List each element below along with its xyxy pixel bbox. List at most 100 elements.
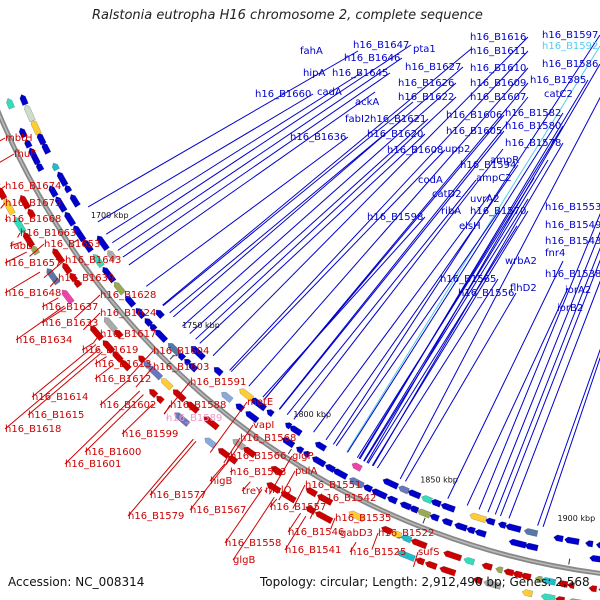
gene-tracks [0, 94, 600, 600]
gene-label-plus: h16_B1653 [44, 239, 100, 250]
gene-feature [113, 282, 126, 296]
gene-label-minus-leader [97, 93, 314, 223]
gene-feature [52, 162, 60, 172]
gene-label-plus-leader [339, 532, 342, 535]
gene-label-minus-leader [87, 50, 359, 208]
gene-feature [120, 360, 132, 372]
gene-label-plus: fhuF [14, 149, 36, 160]
gene-label-plus-leader [64, 390, 140, 465]
gene-feature [144, 318, 154, 327]
gene-feature [213, 367, 224, 377]
gene-label-plus-leader [0, 185, 6, 191]
gene-feature [595, 541, 600, 549]
gene-label-plus-leader [269, 498, 278, 508]
gene-feature [443, 550, 463, 562]
gene-feature [505, 523, 522, 533]
gene-label-minus-leader [189, 118, 429, 335]
gene-label-minus: fnr4 [545, 248, 565, 259]
gene-feature [82, 239, 94, 253]
gene-feature [282, 437, 296, 449]
gene-feature [52, 248, 65, 264]
gene-label-plus: higB [210, 476, 232, 487]
gene-label-plus: h16_B1601 [65, 459, 121, 470]
gene-feature [305, 505, 317, 515]
gene-feature [399, 501, 412, 511]
gene-label-minus-leader [478, 213, 600, 510]
gene-label-minus-leader [346, 45, 600, 453]
gene-label-plus: h16_B1525 [350, 547, 406, 558]
gene-label-plus: h16_B1567 [190, 505, 246, 516]
gene-label-minus: catD2 [432, 189, 462, 200]
gene-feature [203, 416, 220, 431]
gene-label-minus-leader [162, 48, 472, 306]
gene-feature [245, 411, 260, 424]
gene-label-minus: h16_B1622 [398, 92, 454, 103]
gene-label-plus: sufS [418, 547, 439, 558]
gene-label-plus-leader [29, 243, 45, 257]
gene-label-plus-leader [135, 366, 154, 388]
gene-label-minus-leader [347, 112, 564, 453]
gene-feature [424, 561, 438, 570]
gene-feature [441, 518, 454, 527]
gene-feature [30, 119, 42, 136]
kbp-label: 1800 kbp [293, 410, 331, 419]
gene-label-plus: malQ [265, 485, 292, 496]
kbp-label: 1900 kbp [558, 514, 596, 523]
gene-label-minus-leader [195, 96, 457, 340]
gene-label-minus: h16_B1606 [446, 110, 502, 121]
gene-feature [28, 147, 41, 166]
gene-feature [305, 487, 318, 498]
gene-label-plus: h16_B1618 [5, 424, 61, 435]
gene-label-minus-leader [371, 210, 529, 466]
gene-label-plus-leader [209, 401, 248, 453]
gene-feature [555, 596, 566, 600]
gene-feature [303, 450, 311, 459]
gene-label-plus: mbtH [5, 133, 33, 144]
gene-feature [172, 389, 187, 403]
gene-feature [567, 582, 575, 589]
gene-label-plus: treY [242, 486, 263, 497]
gene-feature [221, 391, 234, 403]
gene-feature [410, 538, 428, 550]
gene-label-minus-leader [230, 149, 446, 373]
gene-label-minus-leader [508, 280, 600, 519]
gene-label-plus: h16_B1599 [122, 429, 178, 440]
gene-feature [483, 579, 502, 590]
inner-ring-2 [19, 94, 600, 549]
gene-label-plus-leader [292, 484, 306, 509]
gene-label-plus-leader [4, 271, 41, 294]
gene-label-minus-leader [376, 278, 499, 469]
gene-label-plus: h16_B1668 [5, 214, 61, 225]
gene-feature [521, 589, 534, 598]
gene-feature [19, 94, 29, 106]
gene-feature [251, 397, 267, 412]
gene-label-plus: h16_B1588 [170, 400, 226, 411]
gene-label-plus: h16_B1579 [128, 511, 184, 522]
gene-label-plus-leader [4, 348, 100, 430]
gene-feature [415, 557, 426, 566]
gene-label-plus-leader [371, 532, 379, 550]
gene-feature [156, 395, 165, 404]
gene-label-minus: h16_B1578 [505, 138, 561, 149]
gene-label-minus-leader [173, 66, 464, 318]
gene-label-minus-leader [162, 101, 414, 307]
gene-feature [463, 557, 475, 566]
gene-feature [495, 566, 504, 574]
gene-label-plus-leader [287, 512, 302, 533]
gene-label-minus: ackA [355, 97, 379, 108]
gene-label-plus: glgB [233, 555, 255, 566]
gene-feature [143, 360, 152, 369]
gene-feature [523, 528, 539, 537]
gene-feature [381, 526, 393, 535]
gene-label-minus-leader [332, 34, 600, 445]
gene-label-plus-leader [94, 364, 115, 380]
gene-label-plus-leader [127, 438, 194, 517]
gene-feature [315, 511, 334, 524]
gene-feature [520, 572, 532, 581]
gene-feature [429, 513, 440, 522]
gene-label-plus-leader [83, 312, 101, 331]
gene-label-plus: h16_B1628 [100, 290, 156, 301]
gene-feature [564, 536, 580, 546]
gene-feature [0, 187, 8, 201]
gene-feature [41, 142, 52, 155]
